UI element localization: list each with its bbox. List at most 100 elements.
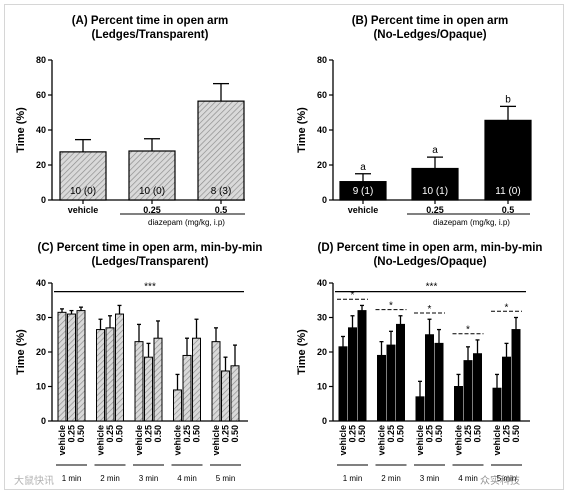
group-label: 4 min <box>177 474 197 483</box>
bar <box>396 323 405 422</box>
y-tick-label: 0 <box>322 416 327 426</box>
bar <box>338 346 348 422</box>
bar <box>473 353 482 422</box>
group-label: 3 min <box>420 474 440 483</box>
group-label: 4 min <box>458 474 478 483</box>
bar <box>386 344 396 422</box>
x-tick-label: 0.25 <box>67 425 77 443</box>
overall-sig-label: *** <box>426 282 438 293</box>
bar-n-label: 10 (1) <box>422 186 448 197</box>
y-axis-label: Time (%) <box>15 329 27 375</box>
x-tick-label: vehicle <box>68 205 99 215</box>
x-tick-label: 0.50 <box>230 425 240 443</box>
x-tick-label: 0.25 <box>425 425 435 443</box>
bar <box>197 100 245 201</box>
bar <box>105 327 115 422</box>
y-tick-label: 30 <box>36 313 46 323</box>
x-tick-label: 0.25 <box>502 425 512 443</box>
panel-a: (A) Percent time in open arm (Ledges/Tran… <box>15 15 245 227</box>
bar <box>182 354 192 422</box>
y-tick-label: 20 <box>317 347 327 357</box>
y-axis-label: Time (%) <box>296 329 308 375</box>
x-tick-label: vehicle <box>211 425 221 456</box>
y-tick-label: 20 <box>36 160 46 170</box>
bar <box>511 329 521 422</box>
x-tick-label: 0.5 <box>502 205 515 215</box>
y-tick-label: 80 <box>36 55 46 65</box>
bar <box>115 313 124 422</box>
bar <box>96 329 105 422</box>
y-tick-label: 40 <box>317 125 327 135</box>
group-label: 1 min <box>62 474 82 483</box>
x-tick-label: 0.25 <box>348 425 358 443</box>
x-tick-label: 0.25 <box>105 425 115 443</box>
bar <box>463 360 473 422</box>
group-label: 1 min <box>343 474 363 483</box>
panel-subtitle: (No-Ledges/Opaque) <box>373 256 486 268</box>
bar <box>425 334 434 422</box>
y-tick-label: 40 <box>36 278 46 288</box>
x-tick-label: vehicle <box>57 425 67 456</box>
overall-sig-label: *** <box>144 282 156 293</box>
bar <box>153 337 163 422</box>
bar <box>134 341 144 422</box>
group-label: diazepam (mg/kg, i.p) <box>433 218 510 227</box>
group-label: 3 min <box>139 474 159 483</box>
x-tick-label: vehicle <box>454 425 464 456</box>
bar <box>173 389 182 422</box>
group-sig-label: * <box>389 301 393 312</box>
bar <box>415 396 425 422</box>
bar <box>221 370 230 422</box>
y-tick-label: 20 <box>36 347 46 357</box>
y-tick-label: 10 <box>36 382 46 392</box>
bar <box>357 310 367 422</box>
group-label: 2 min <box>100 474 120 483</box>
bar-n-label: 10 (0) <box>70 186 96 197</box>
y-tick-label: 0 <box>41 416 46 426</box>
x-tick-label: 0.50 <box>153 425 163 443</box>
x-tick-label: 0.25 <box>386 425 396 443</box>
y-axis-label: Time (%) <box>15 107 27 153</box>
x-tick-label: vehicle <box>338 425 348 456</box>
bar <box>57 311 67 422</box>
panel-title: (A) Percent time in open arm <box>72 15 229 27</box>
panel-title: (D) Percent time in open arm, min-by-min <box>318 242 543 254</box>
x-tick-label: 0.50 <box>115 425 125 443</box>
x-tick-label: vehicle <box>134 425 144 456</box>
significance-letter: a <box>432 145 438 156</box>
group-sig-label: * <box>428 304 432 315</box>
bar <box>411 167 459 201</box>
y-tick-label: 40 <box>317 278 327 288</box>
group-label: 5 min <box>216 474 236 483</box>
panel-d: (D) Percent time in open arm, min-by-min… <box>296 242 542 483</box>
x-tick-label: vehicle <box>492 425 502 456</box>
x-tick-label: 0.50 <box>473 425 483 443</box>
x-tick-label: 0.25 <box>144 425 154 443</box>
x-tick-label: 0.25 <box>426 205 444 215</box>
bar <box>377 354 386 422</box>
group-sig-label: * <box>505 302 509 313</box>
significance-letter: a <box>360 162 366 173</box>
bar-n-label: 8 (3) <box>211 186 232 197</box>
x-tick-label: 0.50 <box>357 425 367 443</box>
bar <box>454 386 463 422</box>
y-tick-label: 0 <box>322 195 327 205</box>
x-tick-label: vehicle <box>348 205 379 215</box>
x-tick-label: 0.50 <box>76 425 86 443</box>
panel-title: (B) Percent time in open arm <box>352 15 509 27</box>
significance-letter: b <box>505 94 511 105</box>
y-tick-label: 60 <box>36 90 46 100</box>
bar <box>59 151 107 201</box>
group-label: 5 min <box>497 474 517 483</box>
x-tick-label: 0.50 <box>511 425 521 443</box>
x-tick-label: 0.50 <box>192 425 202 443</box>
y-tick-label: 30 <box>317 313 327 323</box>
bar <box>230 365 240 422</box>
y-tick-label: 10 <box>317 382 327 392</box>
watermark-left: 大鼠快讯 <box>14 474 54 487</box>
panel-b: (B) Percent time in open arm (No-Ledges/O… <box>296 15 532 227</box>
bar-n-label: 9 (1) <box>353 186 374 197</box>
bar <box>348 327 357 422</box>
bar <box>211 341 221 422</box>
